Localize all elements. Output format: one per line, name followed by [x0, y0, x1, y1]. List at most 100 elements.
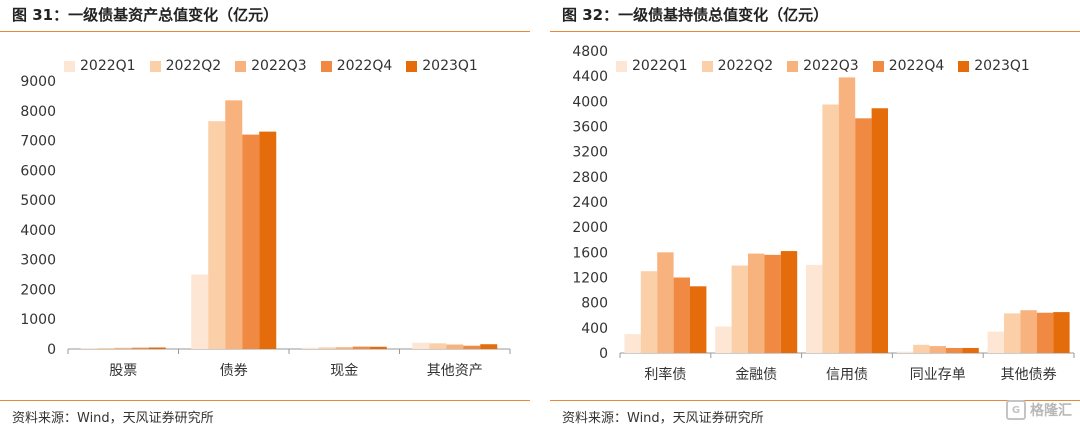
legend-swatch	[149, 60, 161, 72]
bar-2023Q1-债券	[259, 131, 277, 349]
bar-2022Q2-股票	[97, 347, 115, 349]
watermark: G 格隆汇	[1006, 400, 1072, 420]
y-tick-label: 0	[47, 342, 56, 358]
y-tick-label: 400	[581, 321, 608, 337]
legend-swatch	[872, 60, 884, 72]
source-note-left: 资料来源：Wind，天风证券研究所	[12, 411, 214, 426]
y-tick-label: 5000	[20, 193, 56, 209]
bar-2022Q3-其他债券	[1020, 310, 1037, 353]
bar-2022Q1-信用债	[806, 264, 823, 353]
chart-panel-left: 图 31：一级债基资产总值变化（亿元） 0 1000 2000 3000 4000 500…	[0, 0, 530, 428]
legend-swatch	[235, 60, 247, 72]
legend-item-2022Q4: 2022Q4	[320, 58, 393, 74]
y-tick-label: 9000	[20, 74, 56, 90]
bar-2022Q2-债券	[208, 121, 226, 349]
source-divider-left	[0, 400, 530, 401]
bar-chart-left: 0 1000 2000 3000 4000 5000 6000 7000 8000 9000 股票 债…	[20, 74, 511, 379]
bar-2022Q3-股票	[114, 347, 132, 349]
bar-2022Q2-金融债	[731, 265, 748, 353]
legend-label: 2022Q2	[165, 58, 222, 74]
chart-panel-right: 图 32：一级债基持债总值变化（亿元） 0 400 800 1200 1600 2000 2…	[550, 0, 1080, 428]
x-category-label: 现金	[330, 363, 358, 379]
bar-2022Q4-信用债	[855, 118, 872, 353]
bar-2022Q3-债券	[225, 100, 243, 349]
legend-item-2022Q2: 2022Q2	[701, 58, 774, 74]
bar-2022Q1-股票	[80, 348, 98, 349]
title-divider-left	[0, 31, 530, 32]
legend-swatch	[701, 60, 713, 72]
source-divider-right	[550, 400, 1080, 401]
bar-2022Q4-利率债	[673, 277, 690, 353]
bar-2022Q1-金融债	[715, 326, 732, 353]
y-tick-label: 7000	[20, 134, 56, 150]
bar-2022Q1-现金	[301, 347, 319, 349]
legend-label: 2023Q1	[974, 58, 1030, 74]
legend-swatch	[64, 60, 75, 72]
y-tick-label: 8000	[20, 104, 56, 120]
y-tick-label: 1600	[572, 245, 608, 261]
bar-2022Q4-现金	[352, 346, 370, 349]
legend-label: 2022Q4	[336, 58, 393, 74]
bar-2023Q1-同业存单	[962, 347, 979, 353]
y-tick-label: 3200	[572, 145, 608, 161]
bar-2023Q1-利率债	[690, 286, 707, 353]
title-divider-right	[550, 31, 1080, 32]
y-tick-label: 2000	[20, 282, 56, 298]
legend-label: 2022Q1	[632, 58, 688, 74]
source-note-right: 资料来源：Wind，天风证券研究所	[562, 411, 764, 426]
legend-label: 2022Q2	[717, 58, 774, 74]
bar-2022Q4-其他资产	[463, 345, 481, 349]
bar-2023Q1-现金	[369, 346, 387, 349]
legend-item-2022Q2: 2022Q2	[149, 58, 222, 74]
legend-swatch	[320, 60, 332, 72]
bar-2022Q1-同业存单	[896, 351, 914, 353]
bar-2022Q3-现金	[335, 347, 353, 349]
bar-2023Q1-信用债	[871, 108, 888, 353]
legend-swatch	[616, 60, 627, 72]
x-category-label: 其他资产	[427, 363, 483, 379]
bar-2022Q4-债券	[242, 134, 260, 349]
bar-2022Q2-其他债券	[1004, 313, 1021, 353]
x-category-label: 同业存单	[910, 367, 966, 383]
y-tick-label: 4400	[572, 69, 608, 85]
legend-label: 2022Q1	[80, 58, 136, 74]
y-tick-label: 3600	[572, 120, 608, 136]
legend-swatch	[958, 60, 970, 72]
y-tick-label: 4000	[20, 223, 56, 239]
y-tick-label: 3000	[20, 253, 56, 269]
legend-item-2022Q3: 2022Q3	[787, 58, 859, 74]
chart-title-right: 图 32：一级债基持债总值变化（亿元）	[562, 6, 829, 24]
y-tick-label: 800	[581, 296, 608, 312]
y-tick-label: 2800	[572, 170, 608, 186]
chart-title-left: 图 31：一级债基资产总值变化（亿元）	[12, 6, 279, 24]
bar-chart-right: 0 400 800 1200 1600 2000 2400 2800 3200 3600 4000 4…	[572, 44, 1075, 383]
bar-2022Q3-利率债	[657, 252, 674, 353]
legend-item-2022Q1: 2022Q1	[616, 58, 688, 74]
bar-2022Q1-其他资产	[412, 342, 430, 349]
legend-item-2022Q4: 2022Q4	[872, 58, 945, 74]
legend-swatch	[406, 60, 418, 72]
y-tick-label: 4800	[572, 44, 608, 60]
y-tick-label: 6000	[20, 163, 56, 179]
x-category-label: 股票	[109, 363, 137, 379]
legend-label: 2022Q3	[803, 58, 859, 74]
y-tick-label: 1000	[20, 312, 56, 328]
bar-2022Q2-其他资产	[429, 343, 447, 349]
y-tick-label: 4000	[572, 94, 608, 110]
legend-item-2023Q1: 2023Q1	[406, 58, 478, 74]
x-category-label: 利率债	[644, 366, 686, 383]
legend-item-2023Q1: 2023Q1	[958, 58, 1030, 74]
bar-2023Q1-股票	[148, 347, 166, 349]
watermark-text: 格隆汇	[1030, 403, 1072, 419]
bar-2022Q2-同业存单	[913, 344, 930, 353]
bar-2022Q4-股票	[131, 347, 149, 349]
legend-label: 2022Q3	[251, 58, 307, 74]
watermark-logo-icon: G	[1006, 400, 1026, 420]
bar-2022Q4-同业存单	[946, 347, 963, 353]
y-tick-label: 2400	[572, 195, 608, 211]
bar-2023Q1-其他债券	[1053, 312, 1070, 353]
bar-2022Q4-其他债券	[1036, 312, 1054, 353]
bar-2022Q3-同业存单	[929, 346, 946, 353]
legend-label: 2022Q4	[888, 58, 945, 74]
bar-2022Q1-其他债券	[987, 331, 1004, 353]
